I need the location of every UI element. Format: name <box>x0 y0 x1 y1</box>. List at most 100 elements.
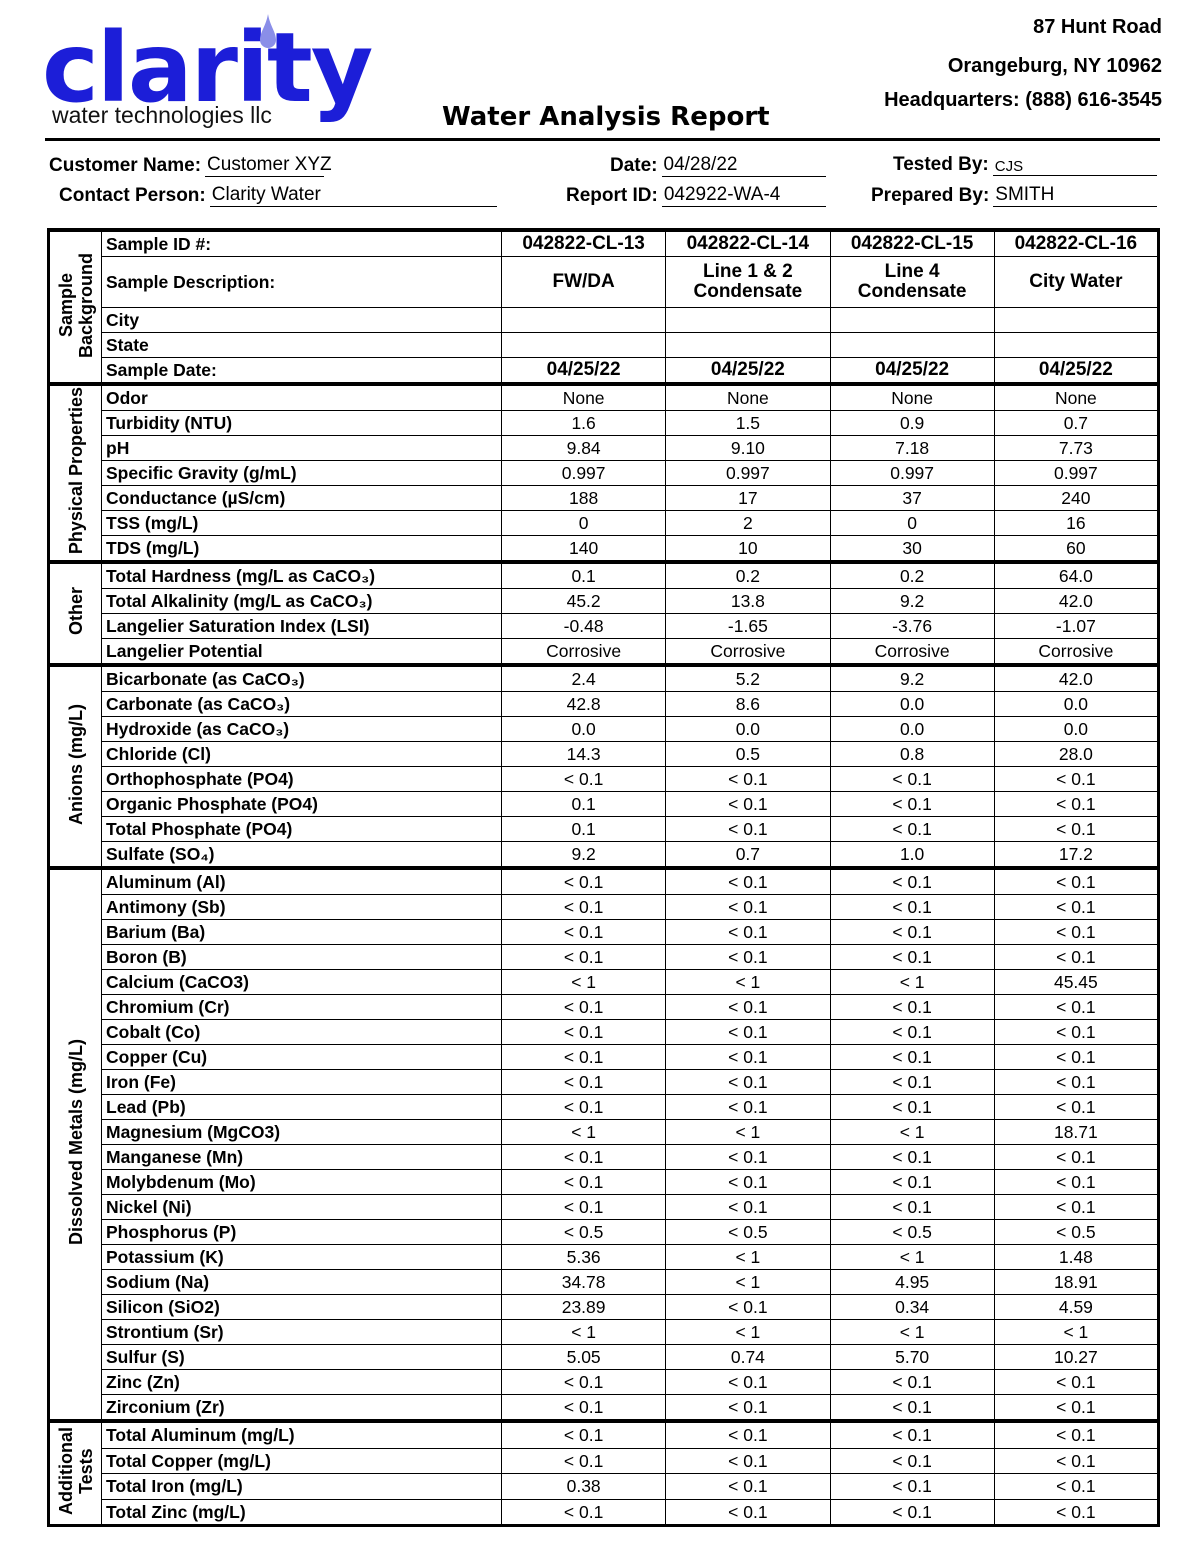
value-cell: < 0.1 <box>665 1069 831 1095</box>
table-row: City <box>49 307 1160 333</box>
value-cell: < 0.1 <box>993 1498 1160 1526</box>
field-label: Report ID: <box>566 185 658 206</box>
field: Report ID: 042922-WA-4 <box>566 184 826 207</box>
value-cell: < 0.1 <box>665 816 831 842</box>
table-row: Lead (Pb) < 0.1 < 0.1 < 0.1 < 0.1 <box>49 1094 1160 1120</box>
value-cell: Corrosive <box>993 638 1160 666</box>
field-value: 042922-WA-4 <box>661 184 826 207</box>
value-cell: 1.48 <box>993 1244 1160 1270</box>
value-cell: 140 <box>500 535 667 563</box>
value-cell: 5.36 <box>500 1244 667 1270</box>
table-row: Silicon (SiO2) 23.89 < 0.1 0.34 4.59 <box>49 1294 1160 1320</box>
value-cell: None <box>993 383 1160 411</box>
row-label: Boron (B) <box>101 944 502 970</box>
value-cell: < 0.1 <box>665 766 831 792</box>
value-cell: < 0.1 <box>829 1473 995 1500</box>
value-cell: 7.73 <box>993 435 1160 461</box>
value-cell: < 0.1 <box>665 919 831 945</box>
value-cell: < 0.1 <box>993 1169 1160 1195</box>
value-cell: < 0.1 <box>993 1194 1160 1220</box>
table-row: Nickel (Ni) < 0.1 < 0.1 < 0.1 < 0.1 <box>49 1194 1160 1220</box>
value-cell: < 0.1 <box>500 1447 667 1474</box>
value-cell: < 0.1 <box>993 994 1160 1020</box>
value-cell: 7.18 <box>829 435 995 461</box>
value-cell: 10.27 <box>993 1344 1160 1370</box>
value-cell: < 0.1 <box>829 816 995 842</box>
row-label: Total Copper (mg/L) <box>101 1447 502 1474</box>
value-cell: < 1 <box>500 1119 667 1145</box>
value-cell: 2 <box>665 510 831 536</box>
row-label: Barium (Ba) <box>101 919 502 945</box>
value-cell <box>993 307 1160 333</box>
value-cell: -0.48 <box>500 613 667 639</box>
table-row: Dissolved Metals (mg/L) Aluminum (Al) < 0.… <box>48 867 1160 1422</box>
value-cell: < 0.1 <box>665 1420 831 1449</box>
table-row: Copper (Cu) < 0.1 < 0.1 < 0.1 < 0.1 <box>49 1044 1160 1070</box>
value-cell <box>500 307 667 333</box>
address-line: 87 Hunt Road <box>1033 16 1162 38</box>
value-cell: < 0.1 <box>665 791 831 817</box>
row-label: Lead (Pb) <box>101 1094 502 1120</box>
row-label: Total Hardness (mg/L as CaCO₃) <box>101 561 502 589</box>
value-cell: Corrosive <box>665 638 831 666</box>
section-title: Physical Properties <box>65 387 86 555</box>
value-cell: < 0.1 <box>993 816 1160 842</box>
value-cell: City Water <box>993 256 1160 308</box>
table-row: TSS (mg/L) 0 2 0 16 <box>49 510 1160 536</box>
value-cell: < 0.1 <box>665 867 831 895</box>
value-cell: 0.38 <box>500 1473 667 1500</box>
field: Tested By: CJS <box>893 154 1157 176</box>
value-cell: < 0.1 <box>829 1019 995 1045</box>
row-label: Cobalt (Co) <box>101 1019 502 1045</box>
row-label: Hydroxide (as CaCO₃) <box>101 716 502 742</box>
value-cell: < 0.5 <box>500 1219 667 1245</box>
row-label: Zinc (Zn) <box>101 1369 502 1395</box>
value-cell: < 0.1 <box>993 1144 1160 1170</box>
table-row: Sulfate (SO₄) 9.2 0.7 1.0 17.2 <box>49 841 1160 869</box>
value-cell: 188 <box>500 485 667 511</box>
table-row: Sample Description: FW/DA Line 1 & 2 Conde… <box>49 256 1160 308</box>
row-label: Conductance (µS/cm) <box>101 485 502 511</box>
value-cell: < 0.1 <box>665 1094 831 1120</box>
row-label: State <box>101 332 502 358</box>
row-label: Nickel (Ni) <box>101 1194 502 1220</box>
value-cell: 42.0 <box>993 664 1160 692</box>
value-cell: 0.0 <box>993 716 1160 742</box>
value-cell: 0.74 <box>665 1344 831 1370</box>
row-label: Sulfate (SO₄) <box>101 841 502 869</box>
table-row: Physical Properties Odor None None None None <box>48 383 1160 563</box>
value-cell: 5.05 <box>500 1344 667 1370</box>
value-cell <box>829 307 995 333</box>
value-cell: < 0.1 <box>665 1144 831 1170</box>
value-cell: 0.2 <box>829 561 995 589</box>
value-cell: < 1 <box>829 1119 995 1145</box>
value-cell: 0.0 <box>500 716 667 742</box>
row-label: Sodium (Na) <box>101 1269 502 1295</box>
row-label: Chloride (Cl) <box>101 741 502 767</box>
value-cell: 04/25/22 <box>500 357 667 385</box>
report-title: Water Analysis Report <box>442 102 770 132</box>
value-cell: 4.95 <box>829 1269 995 1295</box>
value-cell: Corrosive <box>500 638 667 666</box>
value-cell <box>665 307 831 333</box>
value-cell: < 1 <box>829 969 995 995</box>
table-row: Specific Gravity (g/mL) 0.997 0.997 0.997 0.… <box>49 460 1160 486</box>
table-section: Dissolved Metals (mg/L) Aluminum (Al) < 0.… <box>48 867 1160 1422</box>
value-cell: < 0.1 <box>665 1194 831 1220</box>
value-cell: 0.7 <box>993 410 1160 436</box>
value-cell: < 0.1 <box>829 994 995 1020</box>
row-label: Silicon (SiO2) <box>101 1294 502 1320</box>
row-label: Sulfur (S) <box>101 1344 502 1370</box>
value-cell: FW/DA <box>500 256 667 308</box>
row-label: pH <box>101 435 502 461</box>
value-cell: < 1 <box>665 1244 831 1270</box>
value-cell: -1.65 <box>665 613 831 639</box>
table-row: Anions (mg/L) Bicarbonate (as CaCO₃) 2.4 5.… <box>48 664 1160 869</box>
field-value: SMITH <box>993 184 1158 207</box>
value-cell: 1.5 <box>665 410 831 436</box>
value-cell: < 1 <box>829 1319 995 1345</box>
value-cell: < 0.1 <box>665 1294 831 1320</box>
row-label: Manganese (Mn) <box>101 1144 502 1170</box>
row-label: Bicarbonate (as CaCO₃) <box>101 664 502 692</box>
